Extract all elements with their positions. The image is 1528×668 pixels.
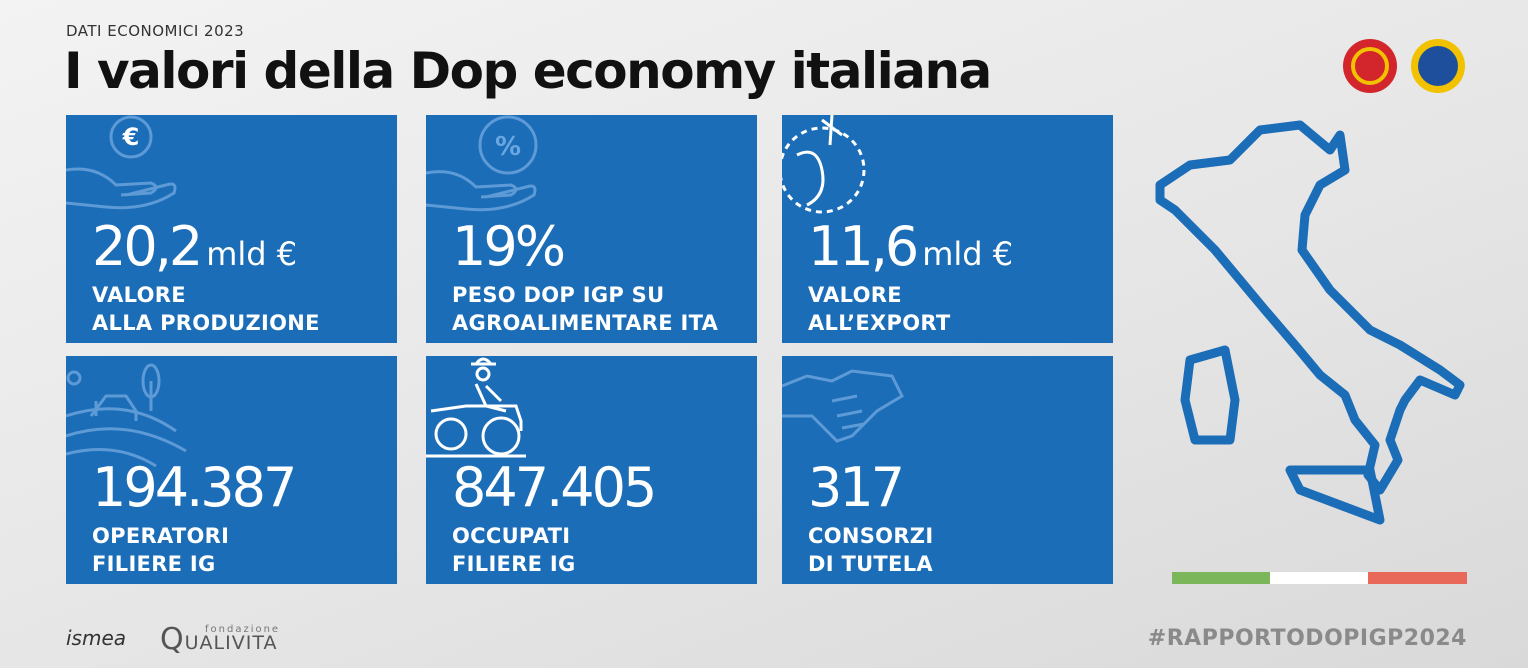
- label-line: ALL’EXPORT: [808, 311, 951, 335]
- tile-number-row: 19%: [452, 215, 566, 278]
- label-line: VALORE: [808, 283, 902, 307]
- tile-label: OPERATORI FILIERE IG: [92, 522, 229, 578]
- quality-seals: [1343, 39, 1465, 93]
- tile: 317 CONSORZI DI TUTELA: [782, 356, 1113, 584]
- flag-white: [1270, 572, 1368, 584]
- logo-initial: Q: [160, 622, 185, 657]
- label-line: CONSORZI: [808, 524, 934, 548]
- tile-number-row: 194.387: [92, 456, 297, 519]
- label-line: ALLA PRODUZIONE: [92, 311, 320, 335]
- eyebrow: DATI ECONOMICI 2023: [66, 22, 245, 40]
- tile: 194.387 OPERATORI FILIERE IG: [66, 356, 397, 584]
- tile-label: VALORE ALL’EXPORT: [808, 281, 951, 337]
- flag-green: [1172, 572, 1270, 584]
- tile: % 19% PESO DOP IGP SU AGROALIMENTARE ITA: [426, 115, 757, 343]
- label-line: PESO DOP IGP SU: [452, 283, 665, 307]
- tile-label: VALORE ALLA PRODUZIONE: [92, 281, 320, 337]
- tile: € 20,2 mld € VALORE ALLA PRODUZIONE: [66, 115, 397, 343]
- tile-number: 11,6: [808, 215, 919, 278]
- sicily: [1285, 465, 1385, 525]
- label-line: DI TUTELA: [808, 552, 933, 576]
- logo-rest: UALIVITA: [184, 632, 278, 654]
- tile-label: CONSORZI DI TUTELA: [808, 522, 933, 578]
- tile-label: OCCUPATI FILIERE IG: [452, 522, 576, 578]
- tile-number: 847.405: [452, 456, 657, 519]
- tile-number-row: 11,6 mld €: [808, 215, 1013, 278]
- dop-seal-ring: [1351, 47, 1389, 85]
- tile-number: 194.387: [92, 456, 297, 519]
- ismea-logo: ismea: [66, 626, 127, 650]
- tile-unit: mld €: [206, 235, 298, 273]
- tile-number: 20,2: [92, 215, 203, 278]
- flag-red: [1368, 572, 1467, 584]
- icon-hand-percent: %: [426, 115, 538, 212]
- icon-text: €: [122, 123, 140, 151]
- icon-handshake: [782, 369, 904, 443]
- italy-map: [1155, 120, 1465, 525]
- qualivita-small: fondazione: [205, 624, 281, 635]
- label-line: OPERATORI: [92, 524, 230, 548]
- tile-number-row: 847.405: [452, 456, 657, 519]
- title: I valori della Dop economy italiana: [64, 42, 992, 100]
- sardinia: [1180, 345, 1240, 445]
- qualivita-logo: QUALIVITA: [160, 622, 277, 657]
- tile-number: 19%: [452, 215, 566, 278]
- tile-unit: mld €: [922, 235, 1014, 273]
- dop-seal: [1343, 39, 1397, 93]
- label-line: AGROALIMENTARE ITA: [452, 311, 719, 335]
- tile-number: 317: [808, 456, 905, 519]
- label-line: VALORE: [92, 283, 186, 307]
- icon-text: %: [495, 132, 521, 162]
- icon-globe-plane: [782, 115, 866, 214]
- icon-tractor: [426, 357, 526, 458]
- tile: 847.405 OCCUPATI FILIERE IG: [426, 356, 757, 584]
- igp-seal-core: [1418, 46, 1458, 86]
- label-line: FILIERE IG: [452, 552, 576, 576]
- tile-number-row: 317: [808, 456, 905, 519]
- label-line: OCCUPATI: [452, 524, 571, 548]
- hashtag: #RAPPORTODOPIGP2024: [1147, 626, 1467, 651]
- tile-label: PESO DOP IGP SU AGROALIMENTARE ITA: [452, 281, 718, 337]
- icon-farm: [66, 363, 187, 468]
- tile: 11,6 mld € VALORE ALL’EXPORT: [782, 115, 1113, 343]
- label-line: FILIERE IG: [92, 552, 216, 576]
- tile-number-row: 20,2 mld €: [92, 215, 297, 278]
- icon-hand-euro: €: [66, 115, 177, 210]
- mainland: [1155, 120, 1465, 495]
